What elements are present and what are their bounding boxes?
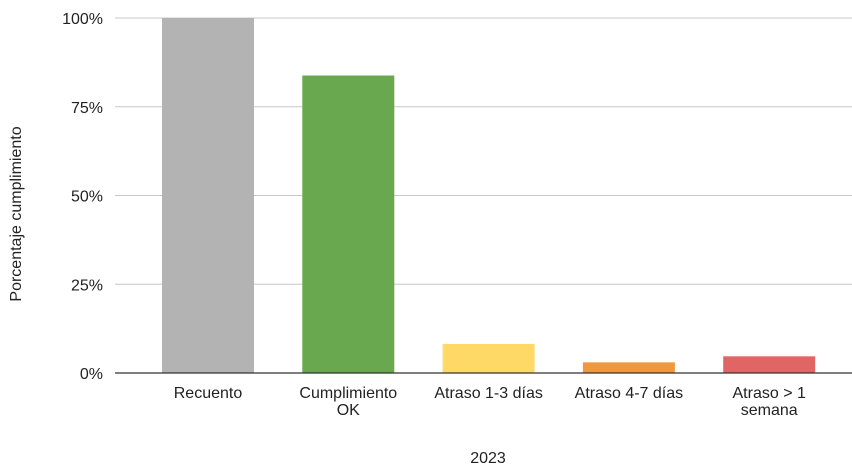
bar (302, 75, 395, 373)
x-tick-label: Atraso 4-7 días (575, 385, 684, 402)
y-tick-label: 0% (80, 366, 103, 383)
y-axis-ticks: 0% 25% 50% 75% 100% (62, 11, 103, 383)
x-tick-label: Atraso 1-3 días (434, 385, 543, 402)
bar (442, 343, 535, 373)
bars (162, 18, 816, 373)
x-tick-label: Atraso > 1 semana (733, 385, 806, 419)
y-tick-label: 50% (71, 189, 103, 206)
x-tick-label: Cumplimiento OK (299, 385, 397, 419)
x-tick-label: Recuento (174, 385, 243, 402)
bar (162, 18, 254, 373)
y-axis-title: Porcentaje cumplimiento (8, 126, 25, 301)
x-axis-ticks: Recuento Cumplimiento OK Atraso 1-3 días Atr… (174, 385, 806, 419)
y-tick-label: 75% (71, 100, 103, 117)
bar (582, 362, 675, 373)
bar (723, 356, 816, 373)
y-tick-label: 25% (71, 277, 103, 294)
y-tick-label: 100% (62, 11, 103, 28)
x-axis-title: 2023 (470, 450, 506, 466)
